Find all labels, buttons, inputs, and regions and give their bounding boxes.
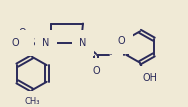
Text: O: O xyxy=(92,65,100,76)
Text: N: N xyxy=(42,38,50,48)
Text: O: O xyxy=(18,28,26,38)
Text: N: N xyxy=(79,38,87,48)
Text: O: O xyxy=(11,38,19,48)
Text: O: O xyxy=(117,36,125,46)
Text: CH₃: CH₃ xyxy=(24,97,40,106)
Text: OH: OH xyxy=(143,73,158,83)
Text: S: S xyxy=(29,38,35,48)
